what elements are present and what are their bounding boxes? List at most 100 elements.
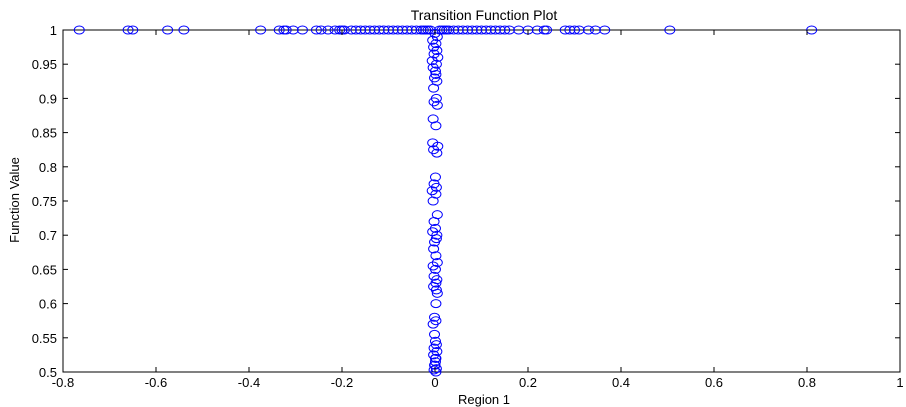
data-point: [406, 25, 418, 35]
data-point: [429, 353, 441, 363]
data-point: [452, 25, 464, 35]
data-point: [485, 25, 497, 35]
data-point: [280, 25, 292, 35]
data-point: [582, 25, 594, 35]
y-tick-label: 0.6: [39, 297, 57, 312]
data-point: [589, 25, 601, 35]
data-point: [350, 25, 362, 35]
data-point: [503, 25, 515, 35]
data-point: [315, 25, 327, 35]
data-point: [392, 25, 404, 35]
x-tick-label: 0: [431, 375, 438, 390]
y-tick-label: 0.95: [32, 57, 57, 72]
data-point: [428, 217, 440, 227]
data-point: [178, 25, 190, 35]
data-point: [569, 25, 580, 35]
data-point: [443, 25, 455, 35]
data-point: [322, 25, 334, 35]
data-point: [599, 25, 611, 35]
data-point: [431, 288, 443, 298]
data-point: [387, 25, 399, 35]
data-point: [430, 182, 442, 192]
data-point: [273, 25, 285, 35]
data-point: [162, 25, 174, 35]
data-point: [429, 66, 441, 76]
y-tick-label: 0.75: [32, 194, 57, 209]
x-tick-label: -0.6: [145, 375, 167, 390]
data-point: [476, 25, 487, 35]
y-tick-label: 0.55: [32, 331, 57, 346]
data-point: [255, 25, 267, 35]
data-point: [431, 148, 443, 158]
data-point: [430, 367, 442, 377]
data-point: [401, 25, 413, 35]
data-point: [426, 56, 438, 66]
data-point: [462, 25, 474, 35]
y-tick-label: 0.9: [39, 91, 57, 106]
data-point: [430, 69, 442, 79]
data-point: [431, 230, 443, 240]
data-point: [378, 25, 390, 35]
data-point: [430, 189, 442, 199]
data-point: [431, 258, 443, 268]
data-point: [489, 25, 501, 35]
y-tick-label: 0.65: [32, 262, 57, 277]
data-point: [428, 365, 440, 375]
y-axis: 0.5 0.55 0.6 0.65 0.7 0.75 0.8 0.85 0.9 0.95 1: [32, 23, 900, 380]
data-point: [564, 25, 576, 35]
data-point: [310, 25, 322, 35]
x-tick-label: 0.8: [798, 375, 816, 390]
data-point: [73, 25, 85, 35]
data-point: [429, 264, 441, 274]
data-point: [430, 251, 442, 261]
x-tick-label: -0.4: [238, 375, 260, 390]
data-point: [359, 25, 371, 35]
data-point: [541, 25, 553, 35]
data-point: [664, 25, 676, 35]
data-point: [428, 244, 440, 254]
x-tick-label: 0.6: [705, 375, 723, 390]
data-point: [466, 25, 478, 35]
x-tick-label: -0.2: [331, 375, 353, 390]
data-point: [383, 25, 394, 35]
data-point: [457, 25, 469, 35]
data-point: [410, 25, 422, 35]
data-point: [122, 25, 134, 35]
data-point: [431, 100, 443, 110]
chart-title: Transition Function Plot: [411, 7, 558, 23]
y-axis-label: Function Value: [7, 157, 22, 243]
x-tick-label: 0.2: [519, 375, 537, 390]
data-point: [531, 25, 543, 35]
x-tick-label: 1: [896, 375, 903, 390]
plot-area: [62, 25, 901, 377]
data-point: [432, 52, 444, 62]
data-point: [429, 172, 441, 182]
data-point: [429, 237, 441, 247]
data-point: [573, 25, 585, 35]
data-point: [432, 141, 444, 151]
data-point: [448, 25, 460, 35]
data-point: [427, 114, 439, 124]
data-point: [373, 25, 385, 35]
data-point: [427, 319, 439, 329]
y-tick-label: 0.8: [39, 160, 57, 175]
data-point: [296, 25, 308, 35]
data-point: [396, 25, 408, 35]
data-point: [364, 25, 376, 35]
data-point: [127, 25, 139, 35]
data-point: [338, 25, 350, 35]
x-axis: -0.8 -0.6 -0.4 -0.2 0 0.2 0.4 0.6 0.8 1: [52, 30, 904, 390]
data-point: [430, 285, 442, 295]
x-tick-label: -0.8: [52, 375, 74, 390]
data-point: [429, 329, 441, 339]
data-point: [513, 25, 525, 35]
data-point: [429, 312, 441, 322]
y-tick-label: 1: [50, 23, 57, 38]
y-tick-label: 0.85: [32, 126, 57, 141]
y-tick-label: 0.5: [39, 365, 57, 380]
data-point: [471, 25, 483, 35]
data-point: [430, 299, 442, 309]
y-tick-label: 0.7: [39, 228, 57, 243]
data-point: [480, 25, 492, 35]
data-point: [428, 83, 440, 93]
